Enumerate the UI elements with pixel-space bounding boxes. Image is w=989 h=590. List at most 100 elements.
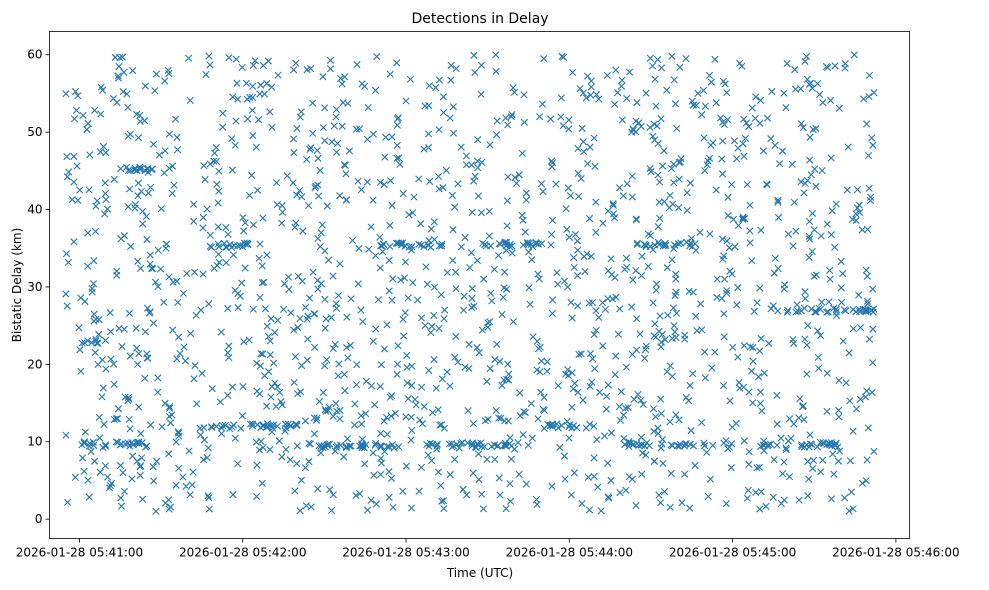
scatter-point — [668, 256, 676, 264]
y-tick-label: 30 — [27, 280, 42, 294]
scatter-point — [359, 317, 367, 326]
scatter-point — [540, 55, 548, 63]
scatter-point — [292, 59, 300, 67]
scatter-point — [604, 381, 612, 389]
y-tick-label: 50 — [27, 125, 42, 139]
scatter-point — [671, 100, 680, 108]
scatter-point — [294, 390, 302, 398]
scatter-point — [492, 51, 500, 59]
scatter-point — [849, 325, 857, 333]
scatter-point — [778, 470, 787, 478]
scatter-point — [760, 447, 768, 455]
scatter-point — [646, 123, 654, 132]
scatter-point — [835, 376, 843, 384]
x-tick-label: 2026-01-28 05:44:00 — [506, 546, 633, 560]
scatter-point — [852, 308, 860, 316]
scatter-point — [62, 250, 71, 258]
scatter-point — [347, 295, 355, 303]
scatter-point — [102, 149, 110, 157]
scatter-point — [657, 338, 665, 346]
scatter-point — [469, 419, 478, 428]
scatter-point — [676, 63, 684, 71]
scatter-point — [402, 97, 410, 105]
scatter-point — [783, 308, 791, 316]
scatter-point — [280, 280, 289, 288]
scatter-point — [573, 272, 582, 280]
scatter-point — [470, 177, 478, 185]
scatter-point — [318, 221, 326, 229]
scatter-point — [866, 196, 875, 205]
scatter-point — [504, 121, 512, 129]
scatter-point — [865, 71, 874, 80]
scatter-point — [527, 399, 535, 408]
scatter-point — [501, 239, 509, 247]
scatter-point — [771, 254, 779, 262]
scatter-point — [165, 505, 173, 513]
scatter-point — [152, 70, 161, 78]
scatter-point — [649, 246, 657, 254]
scatter-point — [460, 306, 468, 314]
scatter-point — [80, 467, 88, 475]
scatter-point — [473, 440, 482, 448]
scatter-point — [317, 449, 325, 457]
scatter-point — [806, 156, 814, 164]
scatter-point — [237, 424, 245, 432]
scatter-point — [678, 499, 686, 507]
scatter-point — [338, 80, 346, 88]
scatter-point — [739, 213, 747, 221]
scatter-point — [84, 476, 92, 484]
scatter-point — [259, 422, 267, 430]
scatter-point — [856, 208, 864, 217]
scatter-point — [748, 257, 756, 265]
scatter-point — [336, 415, 344, 423]
scatter-point — [442, 166, 450, 174]
scatter-point — [560, 452, 569, 460]
scatter-point — [175, 432, 183, 440]
scatter-point — [282, 445, 290, 454]
scatter-point — [816, 438, 825, 447]
scatter-point — [278, 202, 286, 210]
scatter-point — [293, 421, 301, 430]
scatter-point — [179, 289, 188, 297]
scatter-point — [452, 64, 460, 73]
scatter-point — [853, 204, 861, 212]
scatter-point — [232, 55, 240, 63]
scatter-points — [62, 51, 878, 515]
scatter-point — [324, 256, 333, 264]
scatter-point — [738, 62, 746, 70]
scatter-point — [757, 226, 765, 234]
scatter-point — [723, 237, 731, 245]
scatter-point — [418, 420, 427, 428]
scatter-point — [789, 336, 797, 344]
scatter-point — [666, 503, 674, 511]
scatter-point — [439, 108, 448, 117]
scatter-point — [474, 136, 482, 144]
scatter-point — [610, 214, 619, 222]
scatter-point — [537, 388, 545, 396]
scatter-point — [508, 110, 516, 119]
scatter-point — [646, 165, 654, 173]
scatter-point — [241, 264, 249, 272]
scatter-point — [303, 155, 311, 163]
scatter-point — [657, 410, 665, 418]
scatter-point — [170, 181, 178, 189]
scatter-point — [138, 454, 146, 462]
scatter-point — [231, 141, 239, 149]
scatter-point — [808, 247, 816, 255]
scatter-point — [746, 227, 754, 235]
scatter-point — [502, 505, 510, 513]
scatter-point — [807, 171, 815, 179]
scatter-point — [615, 184, 624, 192]
scatter-point — [812, 271, 820, 279]
scatter-point — [205, 300, 213, 308]
scatter-point — [125, 309, 134, 317]
scatter-point — [95, 316, 103, 324]
scatter-point — [620, 411, 628, 419]
scatter-point — [336, 260, 344, 268]
scatter-point — [306, 294, 314, 302]
scatter-point — [362, 377, 370, 385]
scatter-point — [580, 148, 588, 156]
scatter-point — [465, 364, 473, 373]
scatter-point — [805, 235, 814, 243]
